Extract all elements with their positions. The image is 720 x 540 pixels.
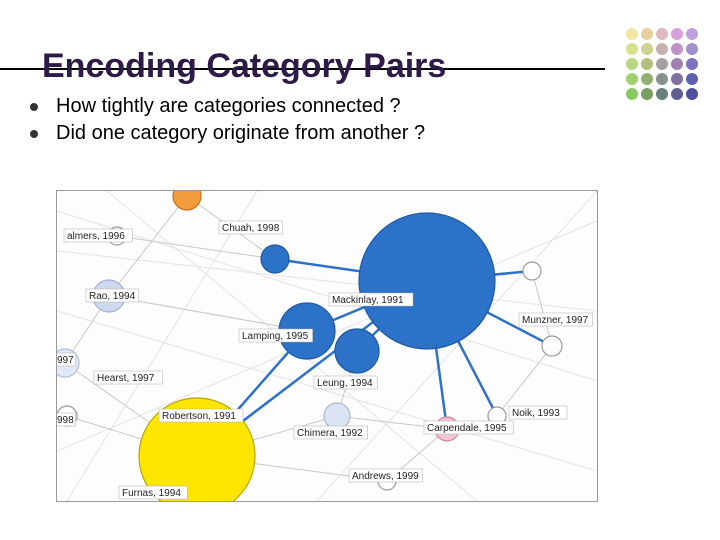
svg-text:998: 998 — [57, 415, 74, 426]
bullet-text: Did one category originate from another … — [56, 122, 425, 145]
decor-dot — [671, 73, 683, 85]
decor-dot — [656, 73, 668, 85]
decor-dot — [686, 43, 698, 55]
bullet-list: How tightly are categories connected ? D… — [30, 95, 425, 149]
decor-dot — [671, 43, 683, 55]
decor-dot — [626, 88, 638, 100]
decor-dot — [686, 73, 698, 85]
decor-dot — [641, 73, 653, 85]
decor-dot — [641, 58, 653, 70]
decor-dot — [626, 28, 638, 40]
decor-dot — [626, 58, 638, 70]
svg-text:Andrews, 1999: Andrews, 1999 — [352, 471, 419, 482]
decor-dot — [626, 73, 638, 85]
decor-dot — [671, 88, 683, 100]
decor-dot — [656, 88, 668, 100]
bullet-text: How tightly are categories connected ? — [56, 95, 401, 118]
decor-dot — [641, 28, 653, 40]
decor-dot — [686, 28, 698, 40]
bullet-icon — [30, 103, 38, 111]
svg-text:Lamping, 1995: Lamping, 1995 — [242, 331, 309, 342]
list-item: How tightly are categories connected ? — [30, 95, 425, 118]
svg-text:almers, 1996: almers, 1996 — [67, 231, 125, 242]
decor-dot — [686, 58, 698, 70]
svg-text:Carpendale, 1995: Carpendale, 1995 — [427, 423, 507, 434]
svg-text:Noik, 1993: Noik, 1993 — [512, 408, 560, 419]
decor-dot — [656, 28, 668, 40]
svg-text:Chuah, 1998: Chuah, 1998 — [222, 223, 280, 234]
svg-text:Munzner, 1997: Munzner, 1997 — [522, 315, 589, 326]
decor-dot — [641, 88, 653, 100]
svg-text:Mackinlay, 1991: Mackinlay, 1991 — [332, 295, 404, 306]
decor-dot — [656, 58, 668, 70]
network-svg: almers, 1996 Chuah, 1998 Rao, 1994 Mackinla… — [57, 191, 597, 501]
decor-dot — [641, 43, 653, 55]
bullet-icon — [30, 130, 38, 138]
decor-dot — [671, 58, 683, 70]
decor-dot — [686, 88, 698, 100]
decor-dot — [656, 43, 668, 55]
svg-text:Chimera, 1992: Chimera, 1992 — [297, 428, 363, 439]
page-title: Encoding Category Pairs — [42, 47, 446, 86]
network-diagram: almers, 1996 Chuah, 1998 Rao, 1994 Mackinla… — [56, 190, 598, 502]
svg-text:Rao, 1994: Rao, 1994 — [89, 291, 136, 302]
svg-text:Leung, 1994: Leung, 1994 — [317, 378, 373, 389]
svg-text:Robertson, 1991: Robertson, 1991 — [162, 411, 236, 422]
svg-text:997: 997 — [57, 355, 74, 366]
decor-dot — [626, 43, 638, 55]
decor-dot — [671, 28, 683, 40]
svg-text:Hearst, 1997: Hearst, 1997 — [97, 373, 155, 384]
svg-text:Furnas, 1994: Furnas, 1994 — [122, 488, 181, 499]
decorative-dot-grid — [626, 28, 698, 100]
list-item: Did one category originate from another … — [30, 122, 425, 145]
